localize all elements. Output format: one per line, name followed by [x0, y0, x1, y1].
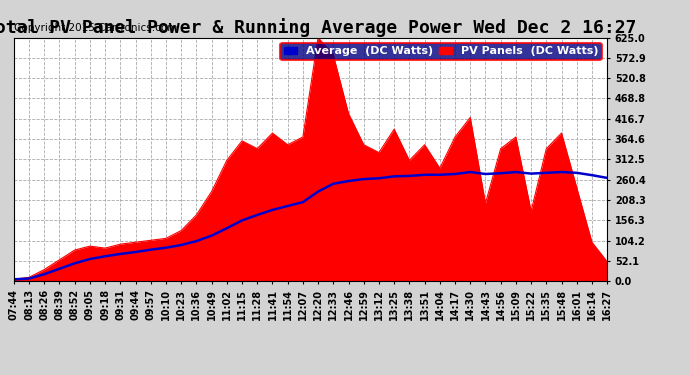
Title: Total PV Panel Power & Running Average Power Wed Dec 2 16:27: Total PV Panel Power & Running Average P…: [0, 18, 637, 38]
Text: Copyright 2015 Cartronics.com: Copyright 2015 Cartronics.com: [14, 22, 177, 33]
Legend: Average  (DC Watts), PV Panels  (DC Watts): Average (DC Watts), PV Panels (DC Watts): [280, 43, 602, 60]
